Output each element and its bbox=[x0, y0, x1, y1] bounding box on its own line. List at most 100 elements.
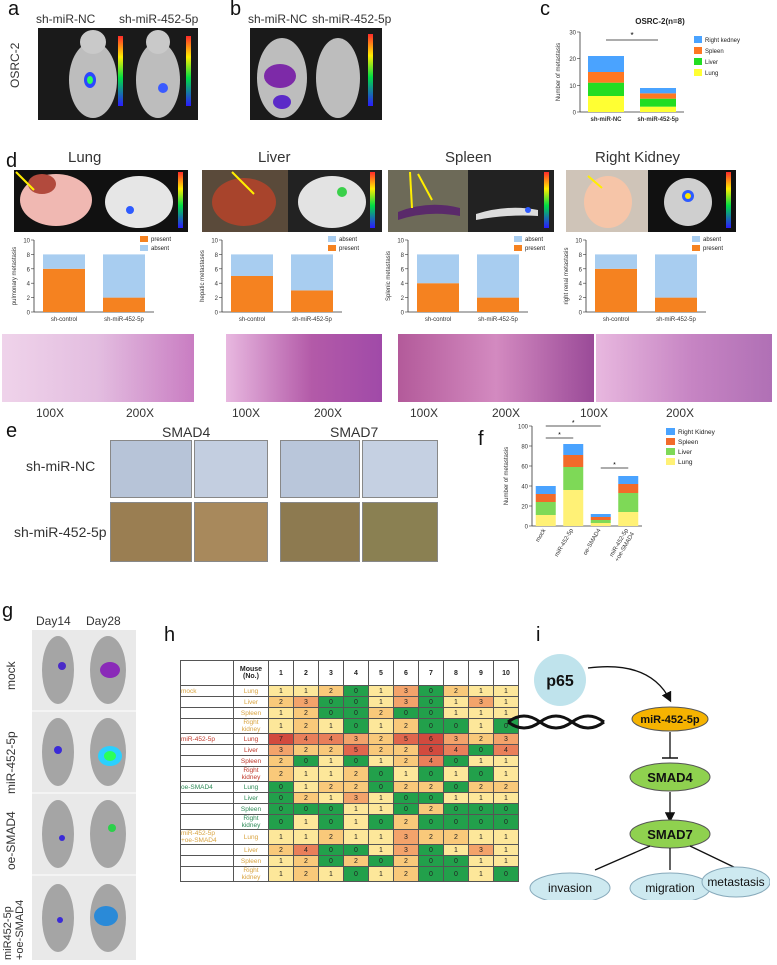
heatmap-group-label bbox=[180, 707, 234, 719]
heatmap-cell: 7 bbox=[268, 733, 294, 745]
heatmap-cell: 0 bbox=[368, 814, 394, 830]
heatmap-col-header: 1 bbox=[268, 660, 294, 686]
legend-swatch bbox=[692, 245, 700, 251]
heatmap-cell: 3 bbox=[268, 744, 294, 756]
heatmap-organ-label: Liver bbox=[233, 792, 269, 804]
heatmap-cell: 1 bbox=[293, 766, 319, 782]
p65-to-mir-arrow bbox=[587, 666, 672, 703]
heatmap-cell: 1 bbox=[368, 696, 394, 708]
legend-label: absent bbox=[339, 237, 357, 243]
panel-f-letter: f bbox=[478, 428, 484, 450]
liver-he-image bbox=[226, 334, 382, 402]
bar-lung bbox=[535, 515, 556, 526]
bar-liver bbox=[563, 467, 584, 490]
ihc-col-smad7: SMAD7 bbox=[330, 424, 379, 440]
heatmap-row: Spleen 0 0 0 1 1 0 2 0 0 0 bbox=[180, 803, 519, 815]
panel-d-letter: d bbox=[6, 150, 18, 172]
ihc-smad7-452-high bbox=[362, 502, 438, 562]
heatmap-col-header: 6 bbox=[393, 660, 419, 686]
x-tick-label: sh-miR-452-5p bbox=[478, 317, 518, 323]
legend-swatch bbox=[514, 236, 522, 242]
heatmap-cell: 1 bbox=[293, 814, 319, 830]
heatmap-group-label: oe-SMAD4 bbox=[180, 781, 234, 793]
bar-right-kidney bbox=[618, 476, 639, 484]
invasion-label: invasion bbox=[548, 881, 592, 895]
legend-swatch bbox=[666, 458, 675, 465]
panel-g-mouse-images bbox=[32, 630, 136, 960]
smad7-label: SMAD7 bbox=[647, 827, 693, 842]
heatmap-col-header: 7 bbox=[418, 660, 444, 686]
heatmap-cell: 1 bbox=[293, 829, 319, 845]
bar-liver bbox=[618, 493, 639, 512]
heatmap-cell: 0 bbox=[318, 696, 344, 708]
y-tick-label: 4 bbox=[579, 282, 583, 288]
heatmap-cell: 0 bbox=[343, 696, 369, 708]
heatmap-cell: 0 bbox=[368, 855, 394, 867]
lung-he-image bbox=[2, 334, 194, 402]
legend-label: absent bbox=[151, 246, 169, 252]
y-tick-label: 40 bbox=[521, 485, 528, 491]
x-tick-label: miR-452-5p bbox=[554, 527, 575, 558]
bar-present bbox=[291, 290, 333, 312]
heatmap-mouse-header: Mouse (No.) bbox=[233, 660, 269, 686]
bar-right-kedney bbox=[588, 56, 624, 72]
heatmap-group-label bbox=[180, 855, 234, 867]
y-tick-label: 30 bbox=[569, 31, 576, 37]
x-tick-label: sh-miR-452-5p bbox=[656, 317, 696, 323]
bar-absent bbox=[655, 254, 697, 298]
legend-swatch bbox=[328, 245, 336, 251]
y-axis-label: Number of metastasis bbox=[504, 447, 510, 505]
bar-spleen bbox=[588, 72, 624, 83]
heatmap-cell: 2 bbox=[343, 781, 369, 793]
heatmap-col-header: 2 bbox=[293, 660, 319, 686]
heatmap-cell: 3 bbox=[393, 829, 419, 845]
heatmap-cell: 2 bbox=[443, 829, 469, 845]
heatmap-cell: 1 bbox=[443, 696, 469, 708]
group-label-oe-smad4: oe-SMAD4 bbox=[4, 811, 18, 870]
heatmap-cell: 2 bbox=[418, 781, 444, 793]
heatmap-organ-label: Lung bbox=[233, 829, 269, 845]
x-tick-label: sh-miR-452-5p bbox=[637, 117, 679, 123]
y-axis-label: right renal metastasis bbox=[564, 247, 570, 304]
heatmap-cell: 2 bbox=[418, 829, 444, 845]
bar-spleen bbox=[535, 494, 556, 502]
x-tick-label: sh-control bbox=[239, 317, 265, 323]
heatmap-cell: 4 bbox=[443, 744, 469, 756]
x-tick-label: sh-miR-452-5p bbox=[104, 317, 144, 323]
heatmap-cell: 0 bbox=[418, 866, 444, 882]
heatmap-cell: 2 bbox=[318, 744, 344, 756]
heatmap-cell: 1 bbox=[368, 844, 394, 856]
legend-swatch bbox=[140, 245, 148, 251]
migration-label: migration bbox=[645, 881, 694, 895]
heatmap-cell: 1 bbox=[343, 803, 369, 815]
heatmap-cell: 0 bbox=[343, 685, 369, 697]
panel-d-liver-chart: 0 2 4 6 8 10 sh-control sh-miR-452-5p hepatic me… bbox=[200, 236, 359, 323]
panel-h-letter: h bbox=[164, 624, 176, 646]
heatmap-cell: 0 bbox=[418, 855, 444, 867]
x-tick-label: sh-control bbox=[603, 317, 629, 323]
heatmap-row: Liver 2 4 0 0 1 3 0 1 3 1 bbox=[180, 844, 519, 856]
heatmap-cell: 3 bbox=[443, 733, 469, 745]
heatmap-cell: 0 bbox=[268, 803, 294, 815]
mir452-label: miR-452-5p bbox=[640, 714, 700, 726]
heatmap-cell: 3 bbox=[293, 696, 319, 708]
heatmap-cell: 0 bbox=[418, 685, 444, 697]
heatmap-organ-label: Right kidney bbox=[233, 766, 269, 782]
legend-label: present bbox=[151, 237, 171, 243]
heatmap-group-label bbox=[180, 866, 234, 882]
heatmap-cell: 1 bbox=[368, 685, 394, 697]
bar-present bbox=[43, 268, 85, 312]
group-label-mir452: miR-452-5p bbox=[4, 731, 18, 794]
bar-liver bbox=[640, 98, 676, 107]
heatmap-organ-label: Lung bbox=[233, 733, 269, 745]
y-tick-label: 8 bbox=[401, 253, 405, 259]
heatmap-row: Right kidney 2 1 1 2 0 1 0 1 0 1 bbox=[180, 766, 519, 782]
heatmap-group-label bbox=[180, 744, 234, 756]
y-tick-label: 10 bbox=[575, 239, 582, 245]
heatmap-organ-label: Right kidney bbox=[233, 814, 269, 830]
legend-label: Liver bbox=[705, 60, 718, 66]
p65-label: p65 bbox=[546, 673, 574, 690]
y-tick-label: 10 bbox=[397, 239, 404, 245]
heatmap-cell: 1 bbox=[443, 766, 469, 782]
heatmap-cell: 2 bbox=[368, 707, 394, 719]
